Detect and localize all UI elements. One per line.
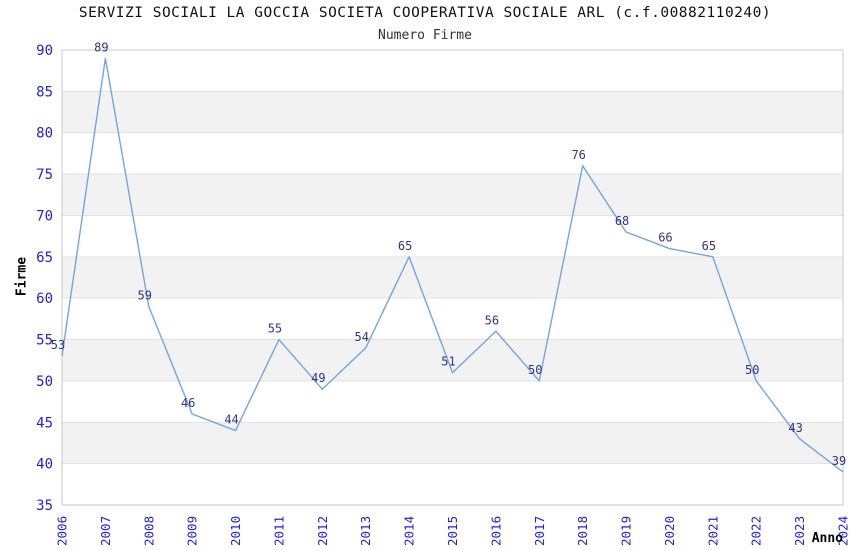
chart-title: SERVIZI SOCIALI LA GOCCIA SOCIETA COOPER… — [78, 5, 772, 21]
data-point-label: 76 — [571, 148, 585, 162]
data-point-label: 50 — [745, 363, 759, 377]
x-tick-label: 2012 — [315, 516, 330, 546]
data-point-label: 56 — [485, 313, 499, 327]
x-tick-label: 2007 — [98, 516, 113, 546]
data-point-label: 54 — [354, 330, 368, 344]
data-point-label: 51 — [441, 355, 455, 369]
grid-band — [62, 339, 843, 381]
x-tick-label: 2020 — [662, 516, 677, 546]
y-tick-label: 60 — [36, 291, 53, 307]
data-point-label: 50 — [528, 363, 542, 377]
y-tick-label: 45 — [36, 415, 53, 431]
data-point-label: 65 — [398, 239, 412, 253]
x-tick-label: 2009 — [185, 516, 200, 546]
x-tick-label: 2008 — [141, 516, 156, 546]
x-tick-label: 2015 — [445, 516, 460, 546]
x-tick-label: 2014 — [402, 516, 417, 546]
data-point-label: 55 — [268, 322, 282, 336]
y-tick-label: 40 — [36, 457, 53, 473]
x-tick-label: 2010 — [228, 516, 243, 546]
data-point-label: 44 — [224, 413, 238, 427]
x-tick-label: 2013 — [358, 516, 373, 546]
x-tick-label: 2024 — [836, 516, 850, 546]
x-tick-label: 2018 — [575, 516, 590, 546]
x-tick-label: 2017 — [532, 516, 547, 546]
grid-band — [62, 174, 843, 216]
data-point-label: 66 — [658, 231, 672, 245]
data-point-label: 43 — [788, 421, 802, 435]
data-point-label: 46 — [181, 396, 195, 410]
grid-band — [62, 91, 843, 133]
y-tick-label: 35 — [36, 498, 53, 514]
x-tick-label: 2023 — [792, 516, 807, 546]
data-point-label: 89 — [94, 40, 108, 54]
grid-band — [62, 422, 843, 464]
x-tick-label: 2011 — [271, 516, 286, 546]
data-point-label: 53 — [51, 338, 65, 352]
data-point-label: 59 — [138, 288, 152, 302]
grid-band — [62, 256, 843, 299]
y-tick-label: 50 — [36, 374, 53, 390]
plot-border — [61, 49, 844, 506]
x-tick-label: 2016 — [488, 516, 503, 546]
y-tick-label: 65 — [36, 250, 53, 266]
y-tick-label: 90 — [36, 43, 53, 59]
series-line — [61, 57, 844, 473]
x-tick-label: 2019 — [619, 516, 634, 546]
x-axis-title: Anno — [811, 531, 843, 546]
x-tick-label: 2006 — [55, 516, 70, 546]
x-tick-label: 2022 — [749, 516, 764, 546]
data-point-label: 49 — [311, 371, 325, 385]
y-tick-label: 70 — [36, 208, 53, 224]
y-tick-label: 75 — [36, 167, 53, 183]
chart-subtitle: Numero Firme — [378, 28, 472, 43]
data-point-label: 68 — [615, 214, 629, 228]
y-tick-label: 55 — [36, 333, 53, 349]
y-tick-label: 85 — [36, 84, 53, 100]
y-tick-label: 80 — [36, 126, 53, 142]
data-point-label: 39 — [832, 454, 846, 468]
x-tick-label: 2021 — [705, 516, 720, 546]
data-point-label: 65 — [702, 239, 716, 253]
